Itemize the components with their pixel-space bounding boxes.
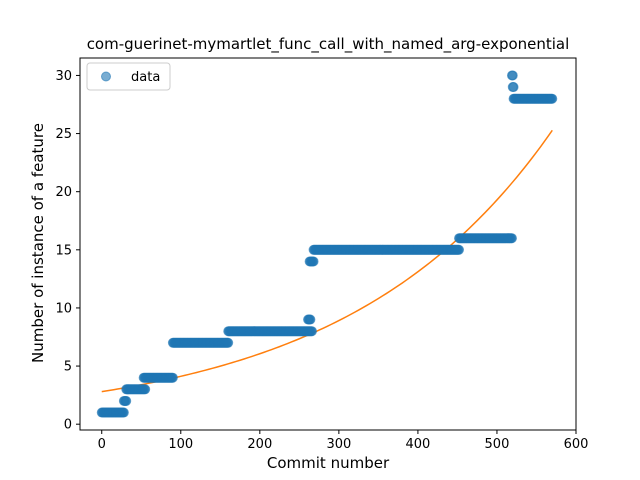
x-tick-label: 400 (405, 437, 430, 452)
y-tick-label: 20 (55, 185, 72, 200)
x-tick-label: 500 (485, 437, 510, 452)
y-axis: 0 5 10 15 20 25 30 (55, 69, 80, 433)
x-tick-label: 0 (98, 437, 106, 452)
y-axis-label: Number of instance of a feature (29, 123, 47, 363)
data-point (506, 233, 517, 244)
x-tick-label: 300 (326, 437, 351, 452)
plot-background (80, 58, 576, 430)
legend-box (86, 62, 171, 91)
x-tick-label: 100 (168, 437, 193, 452)
y-tick-label: 0 (64, 418, 72, 433)
data-point (308, 256, 319, 267)
data-point (167, 372, 178, 383)
y-tick-label: 30 (55, 69, 72, 84)
data-point (305, 314, 316, 325)
data-point (306, 326, 317, 337)
y-tick-label: 10 (55, 301, 72, 316)
data-point (454, 244, 465, 255)
y-tick-label: 15 (55, 243, 72, 258)
legend-marker-data (101, 71, 111, 82)
legend-label-data: data (131, 70, 160, 85)
y-tick-label: 25 (55, 127, 72, 142)
chart-title: com-guerinet-mymartlet_func_call_with_na… (87, 35, 570, 54)
x-axis-label: Commit number (267, 454, 390, 472)
x-axis: 0 100 200 300 400 500 600 (98, 430, 589, 452)
y-tick-label: 5 (64, 360, 72, 375)
data-point (223, 337, 234, 348)
data-point (507, 70, 518, 81)
data-point (547, 93, 558, 104)
plot-area (79, 57, 577, 431)
data-point (508, 82, 519, 93)
data-point (121, 395, 132, 406)
data-point (118, 407, 129, 418)
data-point (140, 384, 151, 395)
data-points-layer (96, 70, 558, 418)
x-tick-label: 200 (247, 437, 272, 452)
plot-frame (79, 57, 577, 431)
x-tick-label: 600 (564, 437, 589, 452)
legend: data (86, 62, 171, 91)
